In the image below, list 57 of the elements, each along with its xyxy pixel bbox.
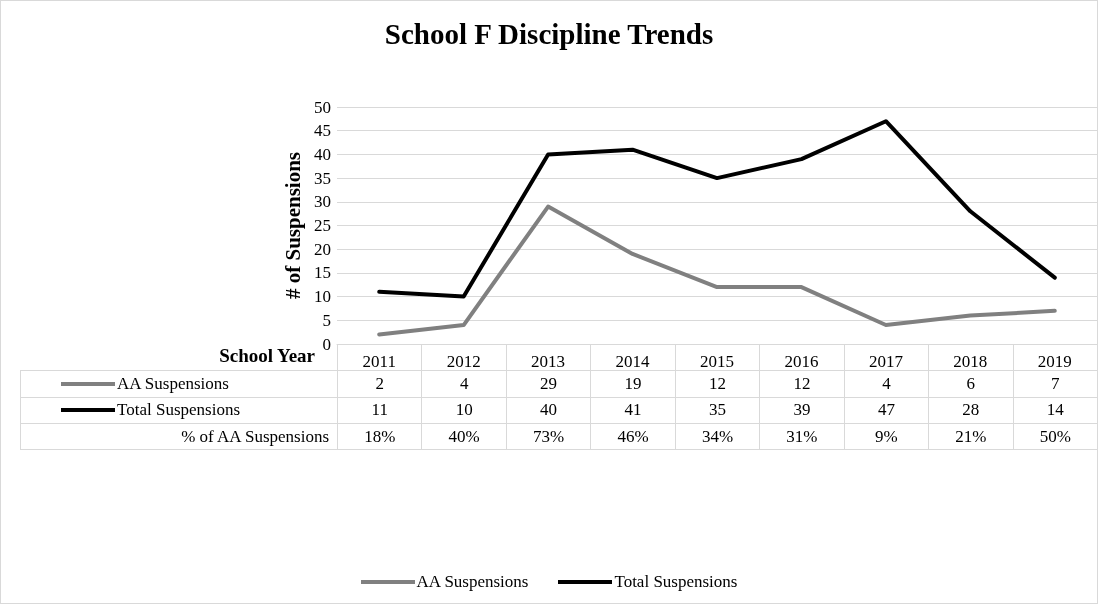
line-series — [377, 119, 1057, 299]
y-tick-label: 50 — [314, 97, 331, 117]
y-tick-label: 45 — [314, 121, 331, 141]
y-tick-label: 25 — [314, 216, 331, 235]
y-tick-label: 10 — [314, 287, 331, 307]
data-label: 35 — [674, 396, 761, 424]
data-label: 4 — [843, 370, 930, 398]
data-label: 29 — [505, 370, 592, 398]
data-label: 11 — [337, 396, 423, 424]
x-tick-label: 2017 — [868, 352, 904, 371]
x-tick-label: 2018 — [953, 352, 988, 371]
y-tick-label: 15 — [314, 263, 331, 283]
text: 18% — [337, 422, 423, 451]
data-label: 10 — [421, 396, 507, 424]
text: 73% — [505, 422, 592, 451]
y-axis-title: # of Suspensions — [280, 151, 305, 300]
text: 46% — [590, 422, 676, 451]
y-tick-label: 0 — [322, 334, 331, 354]
text: 50% — [1012, 422, 1098, 451]
y-tick-label: 35 — [314, 168, 331, 188]
text: 31% — [759, 422, 845, 451]
text: 34% — [674, 422, 761, 451]
x-tick-label: 2016 — [784, 352, 819, 371]
y-tick-label: 40 — [314, 144, 331, 164]
data-label: 6 — [928, 370, 1014, 398]
x-tick-label: 2015 — [700, 352, 734, 371]
text: Total Suspensions — [614, 572, 738, 591]
data-label: 47 — [843, 396, 930, 424]
y-tick-label: 30 — [314, 192, 331, 212]
text: AA Suspensions — [416, 572, 529, 591]
x-tick-label: 2019 — [1037, 352, 1072, 371]
data-label: 2 — [337, 370, 423, 398]
text: % of AA Suspensions — [20, 422, 338, 451]
x-tick-label: 2013 — [531, 352, 566, 371]
data-label: 7 — [1012, 370, 1098, 398]
data-label: 19 — [590, 370, 676, 398]
data-label: 4 — [421, 370, 507, 398]
data-label: 28 — [928, 396, 1014, 424]
x-tick-label: 2012 — [446, 352, 481, 371]
x-axis-title: School Year — [219, 345, 315, 367]
legend-label: AA Suspensions — [20, 370, 338, 398]
legend-label: Total Suspensions — [20, 396, 338, 424]
data-label: 12 — [759, 370, 845, 398]
text: 21% — [928, 422, 1014, 451]
y-tick-label: 5 — [322, 310, 331, 330]
data-label: 41 — [590, 396, 676, 424]
text: 40% — [421, 422, 507, 451]
data-label: 39 — [759, 396, 845, 424]
y-tick-label: 20 — [314, 239, 331, 259]
line-series — [377, 204, 1057, 337]
data-label: 40 — [505, 396, 592, 424]
x-tick-label: 2014 — [615, 352, 651, 371]
data-label: 12 — [674, 370, 761, 398]
data-label: 14 — [1012, 396, 1098, 424]
chart-title: School F Discipline Trends — [384, 17, 714, 50]
text: 9% — [843, 422, 930, 451]
x-tick-label: 2011 — [362, 352, 396, 371]
